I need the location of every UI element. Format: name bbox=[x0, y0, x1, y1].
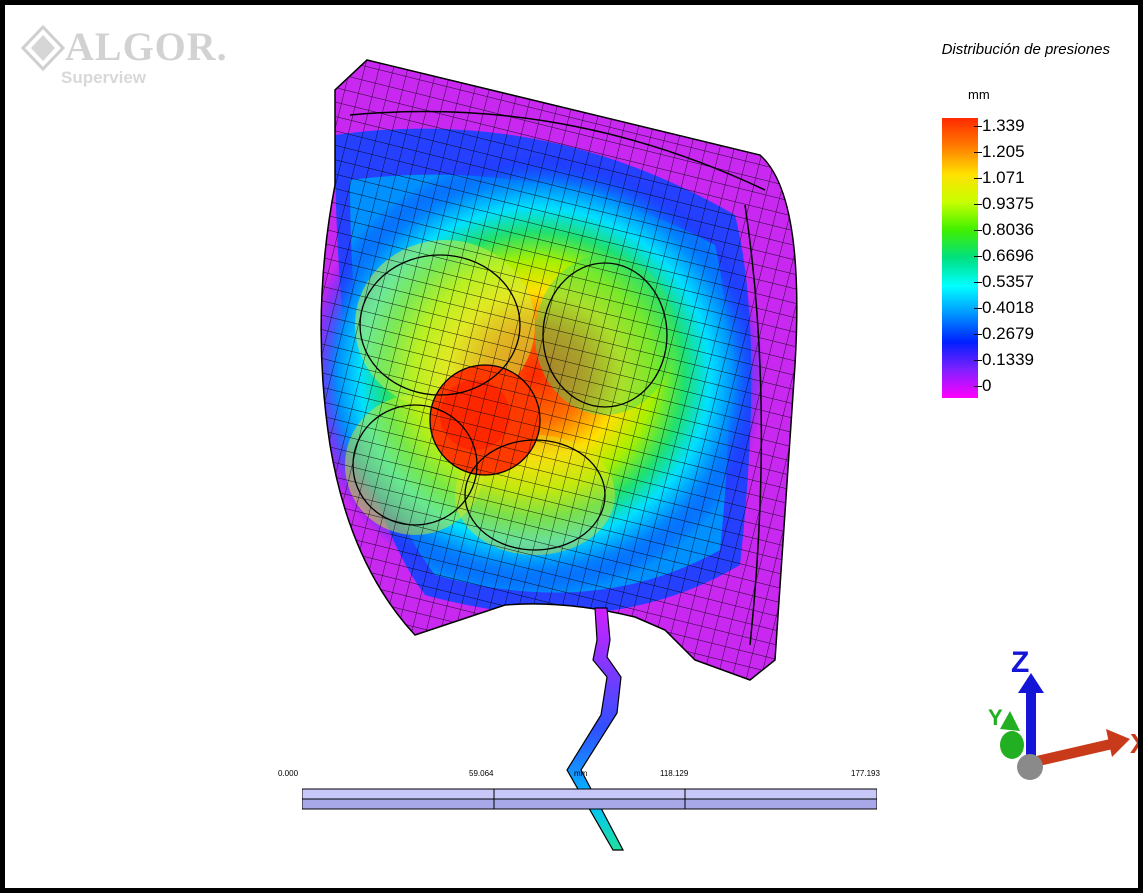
deformed-shell bbox=[320, 59, 798, 681]
legend-value: 1.339 bbox=[982, 116, 1025, 135]
legend-value: 1.071 bbox=[982, 168, 1025, 187]
legend-tick bbox=[974, 308, 982, 309]
legend-tick bbox=[974, 204, 982, 205]
axis-triad[interactable]: Z X Y bbox=[980, 645, 1143, 795]
scale-tick-0: 0.000 bbox=[278, 769, 299, 778]
scale-tick-3: 177.193 bbox=[851, 769, 880, 778]
legend-tick bbox=[974, 256, 982, 257]
legend-value: 0.4018 bbox=[982, 298, 1034, 317]
axis-origin-sphere bbox=[1017, 754, 1043, 780]
legend-value: 0.6696 bbox=[982, 246, 1034, 265]
z-axis-label: Z bbox=[1011, 646, 1029, 679]
legend-tick bbox=[974, 334, 982, 335]
legend-value: 0 bbox=[982, 376, 992, 395]
logo-brand: ALGOR. bbox=[65, 24, 228, 69]
scale-bar bbox=[302, 788, 877, 810]
x-axis-label: X bbox=[1130, 728, 1143, 759]
legend-value: 0.8036 bbox=[982, 220, 1034, 239]
scale-tick-2: 118.129 bbox=[660, 769, 689, 778]
legend-unit: mm bbox=[968, 87, 990, 102]
legend-value: 0.1339 bbox=[982, 350, 1034, 369]
legend-tick bbox=[974, 152, 982, 153]
legend-value: 0.9375 bbox=[982, 194, 1034, 213]
legend-value: 1.205 bbox=[982, 142, 1025, 161]
legend-title: Distribución de presiones bbox=[941, 41, 1110, 58]
legend-value: 0.5357 bbox=[982, 272, 1034, 291]
logo-subtitle: Superview bbox=[61, 68, 147, 87]
algor-logo: ALGOR. Superview bbox=[20, 24, 227, 87]
x-axis-arrow bbox=[1032, 729, 1130, 767]
scale-tick-1: 59.064 bbox=[469, 769, 494, 778]
legend-tick bbox=[974, 386, 982, 387]
scale-unit: mm bbox=[574, 769, 588, 778]
legend-tick bbox=[974, 282, 982, 283]
fem-model-view[interactable] bbox=[5, 5, 1143, 893]
y-axis-label: Y bbox=[988, 705, 1003, 730]
legend-value: 0.2679 bbox=[982, 324, 1034, 343]
legend-tick bbox=[974, 230, 982, 231]
legend-tick bbox=[974, 360, 982, 361]
legend-colorbar bbox=[942, 118, 978, 398]
y-axis-arrow bbox=[1000, 711, 1024, 759]
legend-tick bbox=[974, 126, 982, 127]
z-axis-arrow bbox=[1018, 673, 1044, 760]
algor-diamond-icon bbox=[20, 24, 66, 72]
legend-tick bbox=[974, 178, 982, 179]
